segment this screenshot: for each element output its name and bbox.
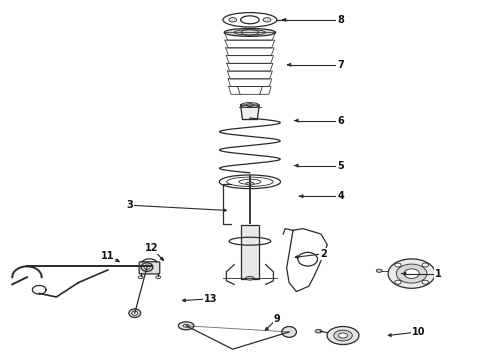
Bar bbox=[241, 225, 259, 279]
Ellipse shape bbox=[388, 259, 435, 288]
Ellipse shape bbox=[395, 280, 401, 284]
Text: 9: 9 bbox=[273, 314, 280, 324]
Circle shape bbox=[282, 327, 296, 337]
FancyBboxPatch shape bbox=[139, 262, 160, 274]
Text: 12: 12 bbox=[145, 243, 159, 253]
Ellipse shape bbox=[327, 327, 359, 345]
Circle shape bbox=[141, 263, 153, 271]
Circle shape bbox=[132, 311, 138, 315]
Ellipse shape bbox=[395, 263, 401, 267]
Ellipse shape bbox=[183, 324, 189, 327]
Ellipse shape bbox=[404, 269, 419, 278]
Text: 2: 2 bbox=[320, 249, 327, 259]
Text: 1: 1 bbox=[435, 269, 442, 279]
Ellipse shape bbox=[246, 104, 254, 107]
Text: 10: 10 bbox=[412, 327, 426, 337]
Circle shape bbox=[144, 265, 150, 269]
Ellipse shape bbox=[339, 333, 347, 338]
Ellipse shape bbox=[246, 182, 254, 185]
Ellipse shape bbox=[315, 329, 322, 333]
Circle shape bbox=[129, 309, 141, 318]
Text: 13: 13 bbox=[204, 294, 218, 304]
Text: 8: 8 bbox=[337, 15, 344, 25]
Text: 5: 5 bbox=[337, 161, 344, 171]
Ellipse shape bbox=[224, 28, 275, 36]
Ellipse shape bbox=[156, 276, 161, 279]
Ellipse shape bbox=[178, 322, 194, 330]
Text: 4: 4 bbox=[337, 191, 344, 201]
Polygon shape bbox=[241, 105, 259, 120]
Text: 11: 11 bbox=[101, 251, 115, 261]
Text: 3: 3 bbox=[126, 200, 133, 210]
Ellipse shape bbox=[245, 276, 254, 280]
Ellipse shape bbox=[422, 280, 428, 284]
Text: 6: 6 bbox=[337, 116, 344, 126]
Ellipse shape bbox=[376, 269, 382, 272]
Ellipse shape bbox=[241, 103, 259, 108]
Ellipse shape bbox=[422, 263, 428, 267]
Ellipse shape bbox=[138, 276, 143, 279]
Ellipse shape bbox=[229, 18, 237, 22]
Ellipse shape bbox=[334, 330, 352, 341]
Ellipse shape bbox=[396, 264, 427, 283]
Text: 7: 7 bbox=[337, 60, 344, 70]
Ellipse shape bbox=[263, 18, 271, 22]
